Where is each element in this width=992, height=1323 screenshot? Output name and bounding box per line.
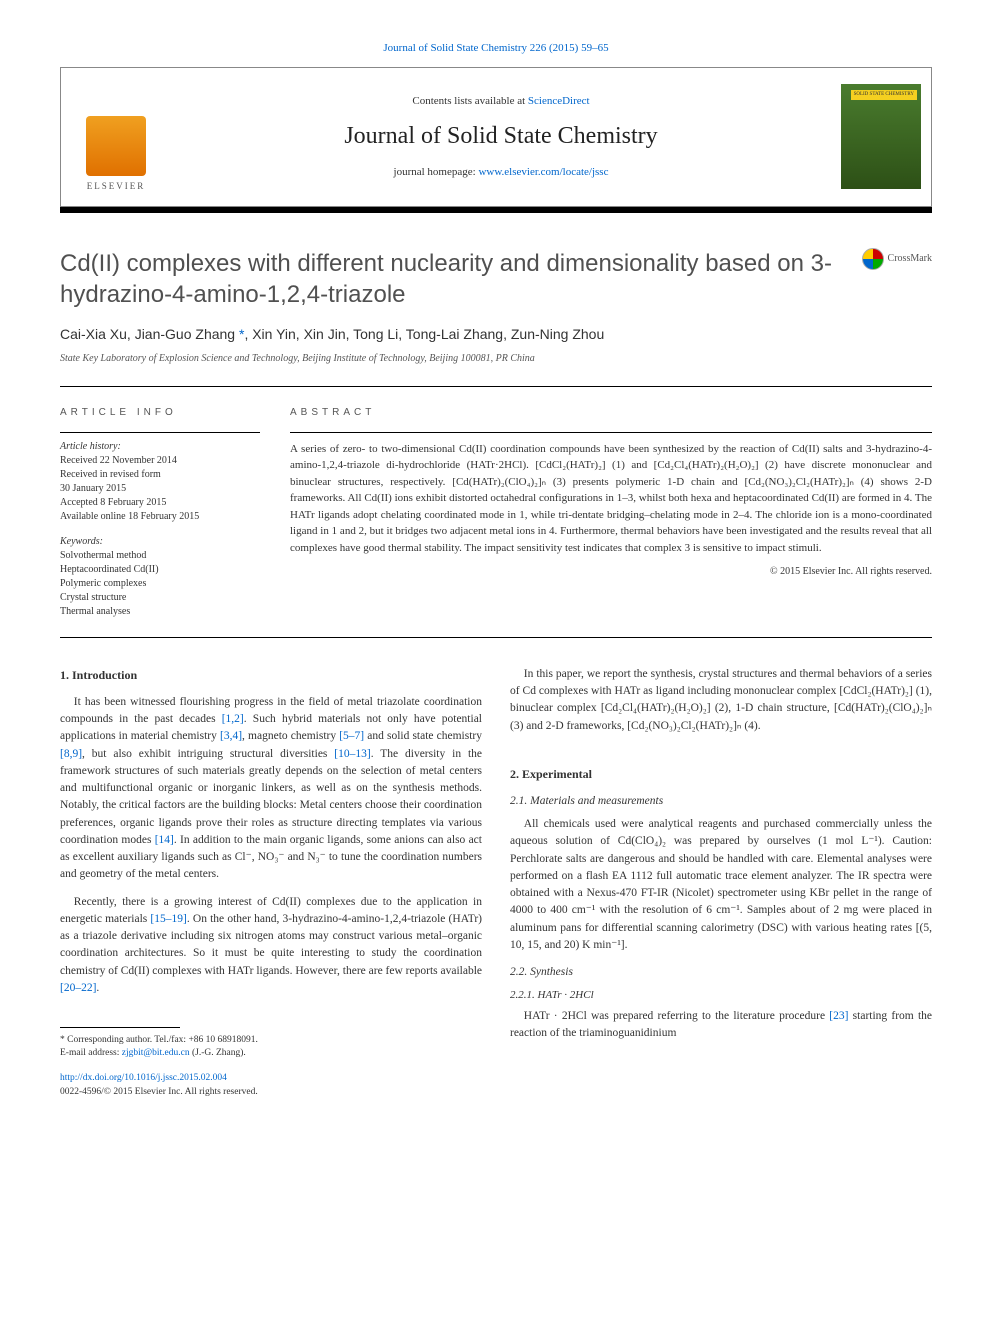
keywords-label: Keywords: <box>60 534 260 549</box>
abstract-column: ABSTRACT A series of zero- to two-dimens… <box>290 405 932 619</box>
crossmark-badge[interactable]: CrossMark <box>862 248 932 270</box>
crossmark-icon <box>862 248 884 270</box>
sciencedirect-link[interactable]: ScienceDirect <box>528 95 590 107</box>
history-item: Accepted 8 February 2015 <box>60 496 260 510</box>
contents-prefix: Contents lists available at <box>412 95 527 107</box>
abstract-copyright: © 2015 Elsevier Inc. All rights reserved… <box>290 564 932 579</box>
subsubsection-2-2-1-heading: 2.2.1. HATr · 2HCl <box>510 987 932 1004</box>
ref-link[interactable]: [20–22] <box>60 982 96 994</box>
intro-paragraph-1: It has been witnessed flourishing progre… <box>60 694 482 884</box>
journal-header-box: ELSEVIER Contents lists available at Sci… <box>60 67 932 207</box>
email-suffix: (J.-G. Zhang). <box>190 1048 246 1058</box>
ref-link[interactable]: [14] <box>155 834 174 846</box>
abstract-heading: ABSTRACT <box>290 405 932 420</box>
homepage-prefix: journal homepage: <box>394 166 479 178</box>
publisher-logo-area: ELSEVIER <box>61 68 171 206</box>
ref-link[interactable]: [3,4] <box>220 730 242 742</box>
issn-copyright: 0022-4596/© 2015 Elsevier Inc. All right… <box>60 1087 258 1097</box>
subsection-2-2-heading: 2.2. Synthesis <box>510 964 932 981</box>
article-title: Cd(II) complexes with different nucleari… <box>60 248 850 310</box>
materials-paragraph: All chemicals used were analytical reage… <box>510 816 932 954</box>
journal-cover-image: SOLID STATE CHEMISTRY <box>841 84 921 189</box>
body-divider <box>60 637 932 638</box>
abstract-text: A series of zero- to two-dimensional Cd(… <box>290 441 932 557</box>
ref-link[interactable]: [10–13] <box>334 748 370 760</box>
history-label: Article history: <box>60 439 260 454</box>
authors-list: Cai-Xia Xu, Jian-Guo Zhang *, Xin Yin, X… <box>60 324 932 345</box>
body-left-column: 1. Introduction It has been witnessed fl… <box>60 666 482 1099</box>
ref-link[interactable]: [23] <box>829 1010 848 1022</box>
body-right-column: In this paper, we report the synthesis, … <box>510 666 932 1099</box>
subsection-2-1-heading: 2.1. Materials and measurements <box>510 793 932 810</box>
crossmark-label: CrossMark <box>888 251 932 266</box>
history-item: Available online 18 February 2015 <box>60 510 260 524</box>
top-journal-ref: Journal of Solid State Chemistry 226 (20… <box>60 40 932 57</box>
history-item: Received 22 November 2014 <box>60 454 260 468</box>
email-note: E-mail address: zjgbit@bit.edu.cn (J.-G.… <box>60 1047 482 1060</box>
email-link[interactable]: zjgbit@bit.edu.cn <box>122 1048 190 1058</box>
header-center: Contents lists available at ScienceDirec… <box>171 68 831 206</box>
doi-link[interactable]: http://dx.doi.org/10.1016/j.jssc.2015.02… <box>60 1073 227 1083</box>
intro-paragraph-2: Recently, there is a growing interest of… <box>60 894 482 998</box>
keyword-item: Heptacoordinated Cd(II) <box>60 563 260 577</box>
contents-line: Contents lists available at ScienceDirec… <box>412 93 589 110</box>
elsevier-tree-icon <box>86 116 146 176</box>
corresponding-author-note: * Corresponding author. Tel./fax: +86 10… <box>60 1034 482 1047</box>
journal-name: Journal of Solid State Chemistry <box>344 118 657 154</box>
affiliation: State Key Laboratory of Explosion Scienc… <box>60 351 932 366</box>
synthesis-paragraph: HATr · 2HCl was prepared referring to th… <box>510 1008 932 1043</box>
article-info-heading: ARTICLE INFO <box>60 405 260 420</box>
history-item: 30 January 2015 <box>60 482 260 496</box>
header-black-bar <box>60 207 932 213</box>
keyword-item: Solvothermal method <box>60 549 260 563</box>
section-divider <box>60 386 932 387</box>
article-info-column: ARTICLE INFO Article history: Received 2… <box>60 405 260 619</box>
homepage-line: journal homepage: www.elsevier.com/locat… <box>394 164 609 181</box>
history-item: Received in revised form <box>60 468 260 482</box>
intro-paragraph-3: In this paper, we report the synthesis, … <box>510 666 932 735</box>
homepage-link[interactable]: www.elsevier.com/locate/jssc <box>478 166 608 178</box>
top-journal-ref-link[interactable]: Journal of Solid State Chemistry 226 (20… <box>383 42 608 54</box>
elsevier-logo: ELSEVIER <box>81 116 151 196</box>
email-prefix: E-mail address: <box>60 1048 122 1058</box>
keyword-item: Polymeric complexes <box>60 577 260 591</box>
ref-link[interactable]: [8,9] <box>60 748 82 760</box>
info-divider <box>60 432 260 433</box>
ref-link[interactable]: [5–7] <box>339 730 364 742</box>
journal-cover-label: SOLID STATE CHEMISTRY <box>851 90 917 100</box>
section-2-heading: 2. Experimental <box>510 765 932 783</box>
section-1-heading: 1. Introduction <box>60 666 482 684</box>
keyword-item: Thermal analyses <box>60 605 260 619</box>
doi-block: http://dx.doi.org/10.1016/j.jssc.2015.02… <box>60 1071 482 1100</box>
ref-link[interactable]: [1,2] <box>222 713 244 725</box>
abstract-divider <box>290 432 932 433</box>
footnote-divider <box>60 1027 180 1028</box>
journal-cover-area: SOLID STATE CHEMISTRY <box>831 68 931 206</box>
elsevier-label: ELSEVIER <box>87 180 146 194</box>
ref-link[interactable]: [15–19] <box>150 913 186 925</box>
keyword-item: Crystal structure <box>60 591 260 605</box>
